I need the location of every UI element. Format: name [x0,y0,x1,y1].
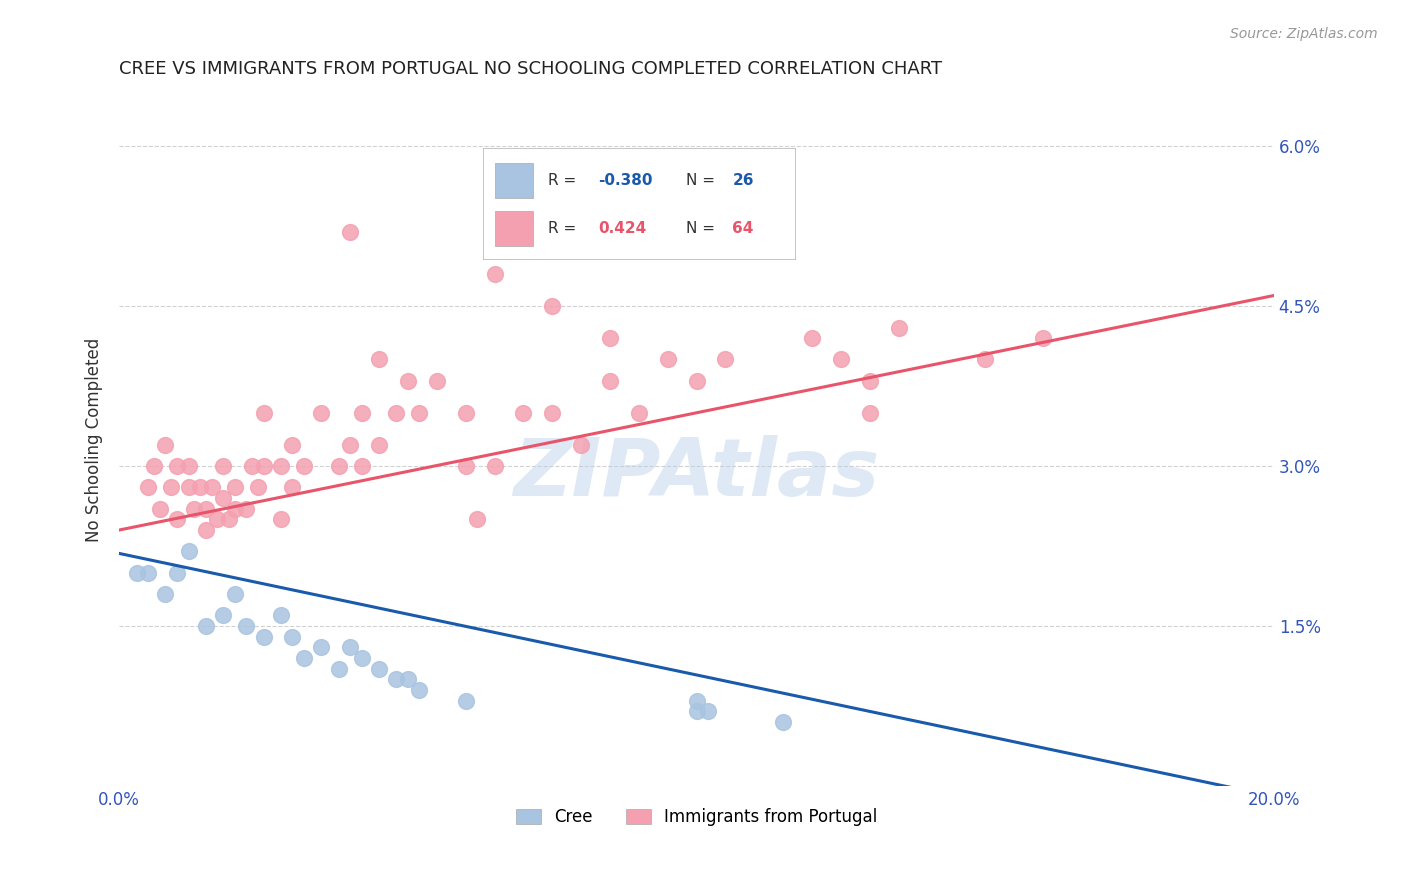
Y-axis label: No Schooling Completed: No Schooling Completed [86,337,103,541]
Point [685,374,707,388]
Point [188,480,211,494]
Point [350,458,373,473]
Point [149,501,172,516]
Point [235,619,257,633]
Point [368,352,391,367]
Point [368,438,391,452]
Point [454,458,477,473]
Point [859,406,882,420]
Point [281,630,304,644]
Point [155,587,177,601]
Point [569,438,592,452]
Point [339,225,361,239]
Point [311,406,333,420]
Point [136,566,159,580]
Point [194,619,217,633]
Point [292,458,315,473]
Point [396,374,419,388]
Point [454,406,477,420]
Point [224,587,246,601]
Point [685,693,707,707]
Point [252,406,274,420]
Point [166,458,188,473]
Point [1032,331,1054,345]
Point [484,267,506,281]
Point [685,704,707,718]
Point [177,458,200,473]
Point [408,682,430,697]
Point [426,374,449,388]
Point [465,512,488,526]
Point [281,438,304,452]
Point [512,406,534,420]
Point [859,374,882,388]
Point [235,501,257,516]
Legend: Cree, Immigrants from Portugal: Cree, Immigrants from Portugal [509,802,884,833]
Point [142,458,165,473]
Point [541,299,564,313]
Point [177,480,200,494]
Point [454,693,477,707]
Point [484,458,506,473]
Point [599,374,621,388]
Point [396,672,419,686]
Point [177,544,200,558]
Point [252,458,274,473]
Point [385,406,408,420]
Point [240,458,263,473]
Point [599,331,621,345]
Point [224,480,246,494]
Point [339,438,361,452]
Point [194,523,217,537]
Point [281,480,304,494]
Point [270,608,292,623]
Point [350,406,373,420]
Point [270,458,292,473]
Point [194,501,217,516]
Point [887,320,910,334]
Point [328,458,350,473]
Point [125,566,148,580]
Point [212,608,235,623]
Point [772,714,794,729]
Text: ZIPAtlas: ZIPAtlas [513,435,880,513]
Point [218,512,240,526]
Point [385,672,408,686]
Point [160,480,183,494]
Point [830,352,852,367]
Point [368,661,391,675]
Point [166,566,188,580]
Point [292,651,315,665]
Point [224,501,246,516]
Point [201,480,224,494]
Point [212,458,235,473]
Point [207,512,229,526]
Point [541,406,564,420]
Point [270,512,292,526]
Text: Source: ZipAtlas.com: Source: ZipAtlas.com [1230,27,1378,41]
Point [246,480,269,494]
Point [714,352,737,367]
Point [183,501,205,516]
Point [339,640,361,655]
Point [155,438,177,452]
Point [627,406,650,420]
Point [697,704,720,718]
Point [212,491,235,505]
Point [166,512,188,526]
Point [136,480,159,494]
Point [657,352,679,367]
Point [311,640,333,655]
Point [350,651,373,665]
Point [252,630,274,644]
Point [328,661,350,675]
Text: CREE VS IMMIGRANTS FROM PORTUGAL NO SCHOOLING COMPLETED CORRELATION CHART: CREE VS IMMIGRANTS FROM PORTUGAL NO SCHO… [120,60,942,78]
Point [801,331,824,345]
Point [974,352,997,367]
Point [408,406,430,420]
